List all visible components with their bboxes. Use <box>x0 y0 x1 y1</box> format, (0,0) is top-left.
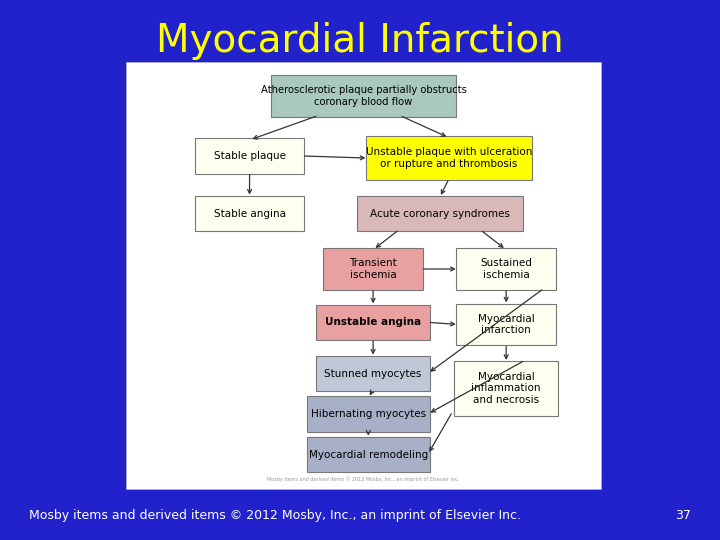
FancyBboxPatch shape <box>307 396 430 431</box>
Text: 37: 37 <box>675 509 691 522</box>
FancyBboxPatch shape <box>307 437 430 472</box>
Text: Stunned myocytes: Stunned myocytes <box>325 368 422 379</box>
Text: Unstable plaque with ulceration
or rupture and thrombosis: Unstable plaque with ulceration or ruptu… <box>366 147 532 169</box>
FancyBboxPatch shape <box>456 303 556 345</box>
FancyBboxPatch shape <box>454 361 558 416</box>
Text: Unstable angina: Unstable angina <box>325 318 421 327</box>
Text: Stable angina: Stable angina <box>214 208 286 219</box>
Text: Myocardial
inflammation
and necrosis: Myocardial inflammation and necrosis <box>472 372 541 405</box>
Text: Acute coronary syndromes: Acute coronary syndromes <box>369 208 510 219</box>
Text: Hibernating myocytes: Hibernating myocytes <box>311 409 426 419</box>
Text: Mosby items and derived items © 2012 Mosby, Inc., an imprint of Elsevier Inc.: Mosby items and derived items © 2012 Mos… <box>29 509 521 522</box>
Text: Mosby items and derived items © 2012 Mosby, Inc., an imprint of Elsevier Inc.: Mosby items and derived items © 2012 Mos… <box>267 477 460 482</box>
Text: Myocardial Infarction: Myocardial Infarction <box>156 22 564 59</box>
FancyBboxPatch shape <box>316 356 430 391</box>
FancyBboxPatch shape <box>366 136 532 180</box>
FancyBboxPatch shape <box>126 62 601 489</box>
Text: Atherosclerotic plaque partially obstructs
coronary blood flow: Atherosclerotic plaque partially obstruc… <box>261 85 467 107</box>
Text: Stable plaque: Stable plaque <box>214 151 286 161</box>
FancyBboxPatch shape <box>271 76 456 117</box>
Text: Myocardial
infarction: Myocardial infarction <box>478 314 534 335</box>
FancyBboxPatch shape <box>195 196 304 231</box>
FancyBboxPatch shape <box>323 248 423 290</box>
Text: Sustained
ischemia: Sustained ischemia <box>480 258 532 280</box>
FancyBboxPatch shape <box>356 196 523 231</box>
FancyBboxPatch shape <box>195 138 304 173</box>
Text: Transient
ischemia: Transient ischemia <box>349 258 397 280</box>
FancyBboxPatch shape <box>316 305 430 340</box>
FancyBboxPatch shape <box>456 248 556 290</box>
Text: Myocardial remodeling: Myocardial remodeling <box>309 450 428 460</box>
